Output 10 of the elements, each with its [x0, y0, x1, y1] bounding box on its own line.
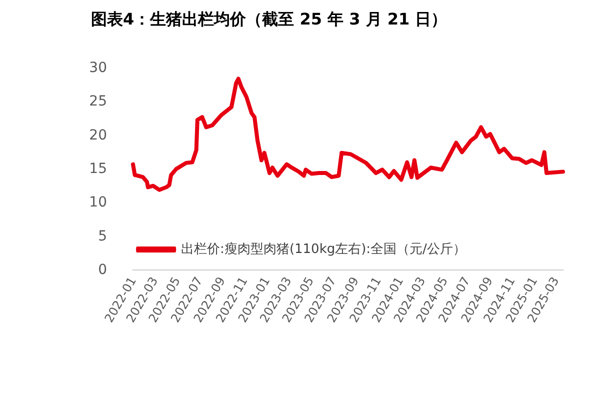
y-tick-label: 15 [89, 161, 107, 177]
y-tick-label: 5 [98, 228, 107, 244]
chart-title: 图表4：生猪出栏均价（截至 25 年 3 月 21 日） [91, 10, 448, 28]
y-tick-label: 30 [89, 60, 107, 76]
y-tick-label: 25 [89, 94, 107, 110]
y-tick-label: 0 [98, 262, 107, 278]
line-series [131, 76, 565, 192]
legend-label: 出栏价:瘦肉型肉猪(110kg左右):全国（元/公斤） [181, 242, 466, 257]
y-tick-label: 10 [89, 194, 107, 211]
y-tick-label: 20 [89, 127, 107, 144]
